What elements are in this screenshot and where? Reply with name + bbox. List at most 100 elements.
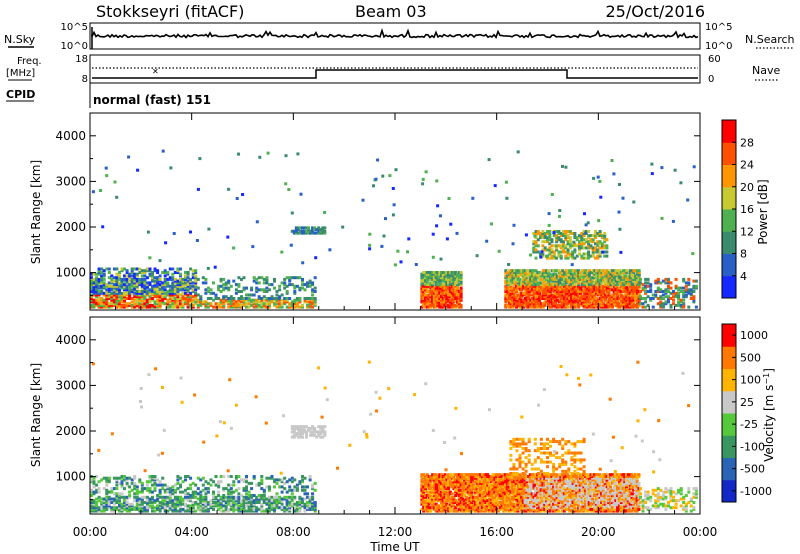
heatmap-cell	[100, 274, 104, 278]
heatmap-cell	[128, 476, 132, 480]
heatmap-cell	[140, 291, 144, 295]
heatmap-cell	[161, 284, 165, 288]
heatmap-cell	[621, 269, 625, 273]
heatmap-cell	[600, 274, 604, 278]
heatmap-cell	[191, 490, 195, 494]
heatmap-cell	[591, 271, 595, 274]
heatmap-cell	[252, 293, 256, 297]
heatmap-cell	[529, 286, 533, 290]
heatmap-cell	[97, 480, 101, 484]
heatmap-cell	[153, 487, 157, 491]
heatmap-cell	[431, 502, 435, 506]
heatmap-cell	[470, 481, 474, 485]
heatmap-cell	[538, 305, 542, 309]
heatmap-cell	[163, 483, 167, 487]
heatmap-cell	[563, 295, 566, 299]
heatmap-cell	[186, 284, 190, 288]
heatmap-cell	[541, 295, 545, 299]
heatmap-cell	[293, 284, 297, 288]
heatmap-cell	[305, 430, 308, 434]
heatmap-cell	[232, 502, 236, 506]
heatmap-cell	[627, 277, 631, 281]
heatmap-cell	[105, 502, 109, 506]
heatmap-cell	[587, 298, 591, 302]
heatmap-cell	[614, 286, 618, 290]
heatmap-cell	[457, 483, 461, 487]
heatmap-cell	[427, 499, 431, 503]
heatmap-cell	[176, 481, 180, 485]
heatmap-cell	[232, 298, 236, 302]
heatmap-cell	[591, 250, 595, 254]
heatmap-cell	[234, 305, 238, 309]
heatmap-cell	[520, 269, 524, 273]
heatmap-cell	[452, 507, 456, 511]
heatmap-cell	[616, 293, 620, 297]
heatmap-cell	[305, 425, 308, 429]
heatmap-cell	[290, 480, 294, 484]
heatmap-cell	[217, 284, 221, 288]
heatmap-cell	[110, 277, 114, 281]
heatmap-cell	[566, 297, 570, 300]
heatmap-cell	[140, 298, 144, 302]
heatmap-cell	[516, 279, 520, 283]
heatmap-cell	[518, 284, 522, 288]
heatmap-cell	[466, 502, 470, 506]
heatmap-cell	[424, 276, 427, 280]
heatmap-cell	[516, 271, 520, 274]
heatmap-cell	[479, 509, 483, 513]
heatmap-cell	[447, 475, 451, 478]
heatmap-cell	[504, 269, 508, 273]
heatmap-cell	[151, 506, 154, 510]
heatmap-cell	[664, 277, 668, 281]
heatmap-cell	[571, 254, 575, 258]
heatmap-cell	[589, 240, 593, 244]
heatmap-cell	[434, 506, 438, 510]
heatmap-cell	[90, 478, 93, 482]
heatmap-cell	[539, 234, 543, 238]
heatmap-cell	[459, 476, 463, 480]
heatmap-cell	[649, 283, 653, 287]
heatmap-cell	[632, 200, 636, 204]
heatmap-cell	[301, 283, 304, 287]
heatmap-cell	[566, 290, 570, 293]
heatmap-cell	[472, 504, 475, 508]
heatmap-cell	[473, 487, 477, 491]
heatmap-cell	[507, 303, 511, 307]
heatmap-cell	[466, 509, 470, 513]
heatmap-cell	[156, 276, 160, 280]
heatmap-cell	[452, 487, 456, 491]
heatmap-cell	[303, 428, 306, 432]
heatmap-cell	[196, 487, 200, 491]
heatmap-cell	[176, 298, 180, 302]
heatmap-cell	[166, 298, 170, 302]
heatmap-cell	[97, 281, 101, 285]
heatmap-cell	[199, 509, 203, 513]
heatmap-cell	[143, 283, 147, 287]
heatmap-cell	[240, 478, 243, 482]
heatmap-cell	[125, 291, 129, 295]
heatmap-cell	[311, 281, 315, 285]
heatmap-cell	[600, 300, 604, 304]
heatmap-cell	[252, 507, 256, 511]
heatmap-cell	[564, 277, 568, 281]
heatmap-cell	[518, 277, 522, 281]
heatmap-cell	[95, 276, 99, 280]
heatmap-cell	[296, 428, 300, 432]
heatmap-cell	[432, 478, 436, 482]
heatmap-cell	[674, 286, 678, 290]
heatmap-cell	[245, 293, 248, 297]
heatmap-cell	[275, 495, 279, 499]
heatmap-cell	[110, 291, 114, 295]
heatmap-cell	[140, 507, 144, 511]
heatmap-cell	[595, 271, 598, 274]
heatmap-cell	[454, 295, 458, 299]
heatmap-cell	[575, 254, 579, 258]
heatmap-cell	[461, 497, 465, 501]
heatmap-cell	[105, 476, 109, 480]
heatmap-cell	[436, 507, 440, 511]
heatmap-cell	[609, 277, 613, 281]
heatmap-cell	[543, 269, 547, 273]
heatmap-cell	[153, 281, 157, 285]
heatmap-cell	[431, 284, 435, 288]
heatmap-cell	[110, 302, 114, 306]
